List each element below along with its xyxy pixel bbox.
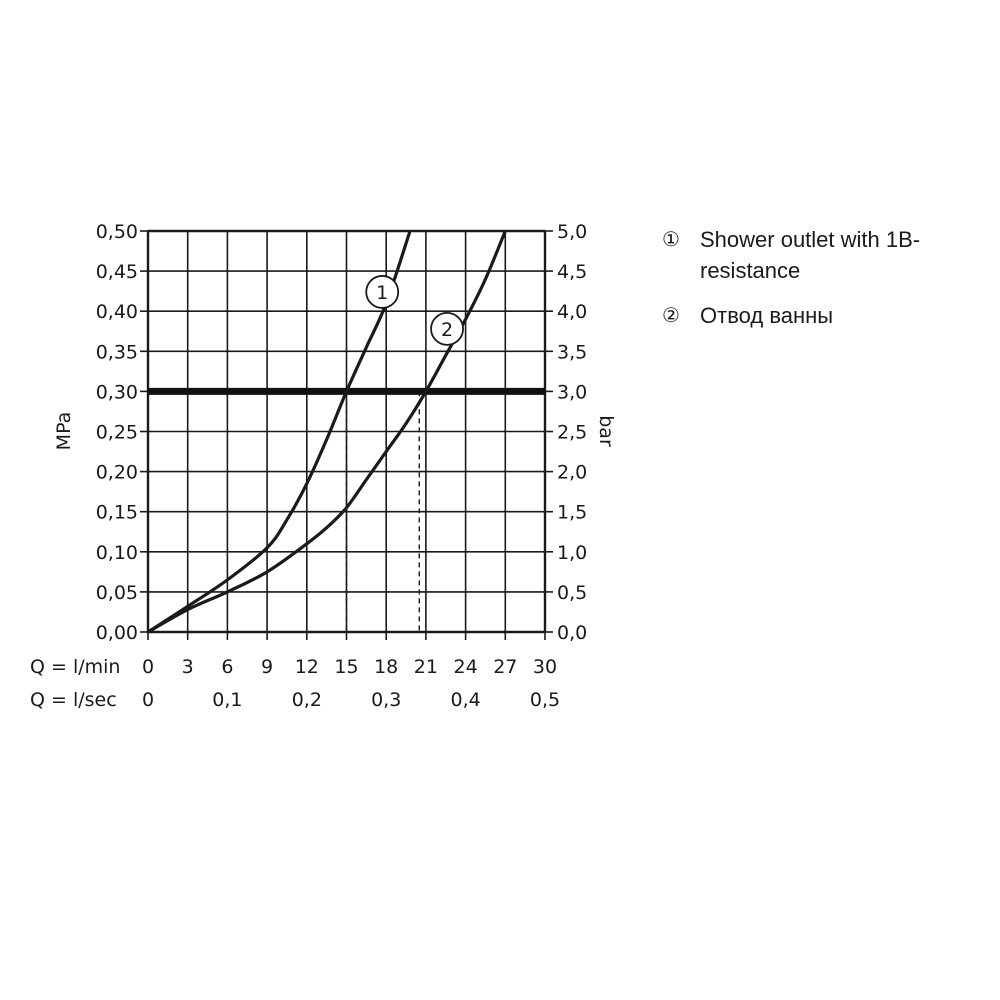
x-lsec-tick-label: 0,4 [450, 689, 480, 711]
x-lmin-tick-label: 21 [414, 656, 438, 678]
legend-marker-2: ② [662, 303, 680, 327]
x-axis-lsec-title: Q = l/sec [30, 689, 117, 711]
right-tick-label: 3,5 [557, 341, 587, 363]
left-tick-label: 0,10 [96, 542, 138, 564]
legend-item-1: ① Shower outlet with 1B-resistance [662, 224, 982, 286]
left-axis-title: MPa [53, 412, 75, 451]
left-tick-label: 0,40 [96, 301, 138, 323]
legend-item-2: ② Отвод ванны [662, 300, 982, 331]
x-lsec-tick-label: 0,1 [212, 689, 242, 711]
right-tick-label: 0,5 [557, 582, 587, 604]
right-tick-label: 1,0 [557, 542, 587, 564]
x-lsec-tick-label: 0,2 [292, 689, 322, 711]
x-lmin-tick-label: 3 [182, 656, 194, 678]
legend: ① Shower outlet with 1B-resistance ② Отв… [662, 224, 982, 345]
legend-text-1: Shower outlet with 1B-resistance [700, 227, 921, 283]
series-marker-circle-2 [430, 311, 464, 346]
x-lmin-tick-label: 27 [493, 656, 517, 678]
right-tick-label: 1,5 [557, 502, 587, 524]
x-lmin-tick-label: 0 [142, 656, 154, 678]
x-lmin-tick-label: 6 [221, 656, 233, 678]
x-lmin-tick-label: 12 [295, 656, 319, 678]
series-marker-label-2: 2 [441, 319, 453, 341]
right-axis-title: bar [595, 415, 617, 447]
left-tick-label: 0,00 [96, 622, 138, 644]
grid [140, 229, 553, 640]
right-tick-label: 2,0 [557, 462, 587, 484]
x-lmin-tick-label: 15 [334, 656, 358, 678]
right-tick-label: 0,0 [557, 622, 587, 644]
x-lmin-tick-label: 30 [533, 656, 557, 678]
series-markers: 12 [365, 275, 464, 346]
x-axis-lmin-title: Q = l/min [30, 656, 120, 678]
x-lsec-tick-label: 0 [142, 689, 154, 711]
right-tick-label: 3,0 [557, 381, 587, 403]
left-tick-label: 0,35 [96, 341, 138, 363]
series-line-1 [147, 230, 412, 634]
right-tick-label: 4,0 [557, 301, 587, 323]
series-marker-circle-1 [365, 275, 400, 309]
right-tick-label: 2,5 [557, 422, 587, 444]
left-tick-label: 0,25 [96, 422, 138, 444]
dashed-markers [345, 391, 420, 632]
left-tick-label: 0,20 [96, 462, 138, 484]
left-tick-label: 0,45 [96, 261, 138, 283]
left-tick-label: 0,05 [96, 582, 138, 604]
x-lmin-tick-label: 24 [454, 656, 478, 678]
right-tick-label: 5,0 [557, 221, 587, 243]
tick-labels: 0,000,050,100,150,200,250,300,350,400,45… [96, 221, 588, 711]
legend-text-2: Отвод ванны [700, 303, 834, 328]
x-lsec-tick-label: 0,5 [530, 689, 560, 711]
right-tick-label: 4,5 [557, 261, 587, 283]
series-marker-label-1: 1 [376, 282, 388, 304]
legend-marker-1: ① [662, 227, 680, 251]
left-tick-label: 0,30 [96, 381, 138, 403]
left-tick-label: 0,15 [96, 502, 138, 524]
left-tick-label: 0,50 [96, 221, 138, 243]
x-lsec-tick-label: 0,3 [371, 689, 401, 711]
x-lmin-tick-label: 18 [374, 656, 398, 678]
x-lmin-tick-label: 9 [261, 656, 273, 678]
